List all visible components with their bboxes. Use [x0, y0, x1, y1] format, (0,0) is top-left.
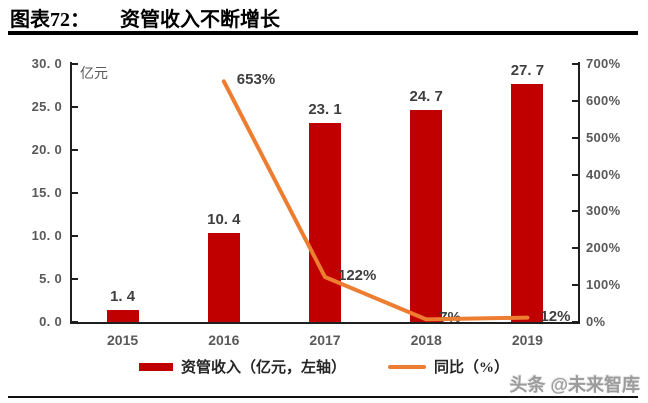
figure-title: 资管收入不断增长 — [120, 9, 280, 31]
left-axis-tick-mark — [72, 149, 78, 151]
left-axis-tick-mark — [72, 235, 78, 237]
right-axis-tick-mark — [572, 173, 578, 176]
x-axis-label: 2016 — [208, 332, 240, 348]
revenue-bar — [511, 83, 544, 322]
left-axis-unit-label: 亿元 — [80, 67, 108, 82]
left-axis-tick-label: 10. 0 — [31, 228, 62, 243]
right-axis-tick-label: 100% — [586, 277, 621, 293]
right-axis-tick-mark — [572, 247, 578, 250]
right-axis-tick-label: 300% — [586, 203, 621, 219]
x-axis-label: 2015 — [107, 332, 139, 348]
bar-value-label: 23. 1 — [308, 101, 342, 119]
right-axis-tick-label: 700% — [586, 56, 621, 71]
revenue-bar — [309, 123, 341, 322]
legend-line-label: 同比（%） — [434, 360, 510, 376]
x-axis-label: 2019 — [511, 332, 543, 348]
right-axis-tick-mark — [572, 210, 578, 213]
right-axis-line — [578, 62, 580, 324]
legend-line-swatch — [388, 364, 426, 369]
left-axis-tick-label: 5. 0 — [39, 271, 62, 286]
watermark: 头条 @未来智库 — [509, 375, 640, 395]
revenue-bar — [410, 109, 443, 322]
line-value-label: 122% — [338, 267, 377, 285]
figure-title-row: 图表72： 资管收入不断增长 — [10, 3, 280, 32]
left-axis-tick-label: 15. 0 — [31, 185, 62, 200]
right-axis-tick-mark — [572, 99, 578, 102]
chart-legend: 资管收入（亿元，左轴） 同比（%） — [0, 356, 648, 377]
left-axis-tick-mark — [72, 192, 78, 194]
right-axis-tick-label: 600% — [586, 92, 621, 108]
right-axis-tick-label: 0% — [586, 314, 606, 329]
left-axis-tick-label: 30. 0 — [31, 56, 62, 71]
right-axis-tick-mark — [572, 284, 578, 287]
figure-number-label: 图表72： — [10, 9, 90, 31]
left-axis-tick-label: 20. 0 — [31, 142, 62, 157]
left-axis-line — [70, 62, 72, 324]
left-axis-tick-label: 25. 0 — [31, 99, 62, 114]
revenue-bar — [207, 232, 240, 322]
bottom-divider — [8, 396, 638, 398]
left-axis-tick-mark — [72, 106, 78, 108]
left-axis-tick-mark — [72, 278, 78, 280]
bar-value-label: 24. 7 — [409, 87, 443, 105]
left-axis-tick-label: 0. 0 — [39, 314, 62, 329]
bar-value-label: 1. 4 — [110, 287, 136, 305]
legend-bar-swatch — [138, 362, 173, 371]
bar-value-label: 10. 4 — [207, 210, 241, 228]
right-axis-tick-mark — [572, 136, 578, 139]
right-axis-tick-label: 400% — [586, 166, 621, 182]
right-axis-tick-label: 500% — [586, 129, 621, 145]
x-axis-line — [70, 322, 580, 324]
line-value-label: 653% — [236, 71, 276, 89]
line-value-label: 12% — [540, 307, 571, 325]
legend-bar-label: 资管收入（亿元，左轴） — [180, 360, 346, 376]
x-axis-label: 2017 — [309, 332, 341, 348]
bar-value-label: 27. 7 — [510, 61, 545, 79]
right-axis-tick-mark — [572, 63, 578, 65]
title-divider — [8, 31, 638, 35]
right-axis-tick-label: 200% — [586, 240, 621, 256]
x-axis-label: 2018 — [410, 332, 442, 348]
left-axis-tick-mark — [72, 63, 78, 65]
revenue-bar — [106, 309, 139, 322]
